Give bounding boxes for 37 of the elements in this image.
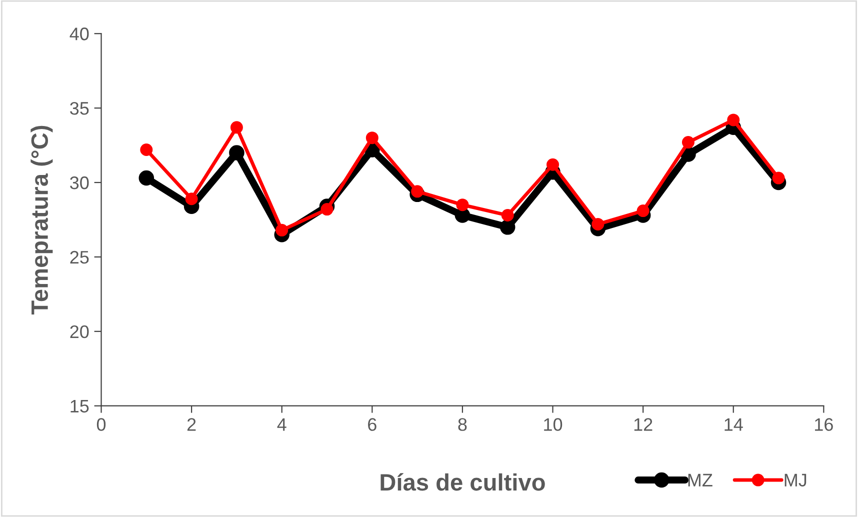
y-tick-label: 35 [70,102,89,115]
x-tick-label: 14 [724,418,743,431]
y-tick-label: 25 [70,250,89,264]
x-tick-label: 0 [96,418,106,431]
legend-label: MZ [688,474,712,486]
point [682,136,694,149]
y-axis-title: Temepratura (°C) [30,126,53,314]
x-axis-title: Días de cultivo [380,473,545,491]
point [320,203,334,216]
point [229,145,244,160]
point [500,220,516,235]
x-tick-label: 10 [544,418,562,431]
point [636,204,650,218]
legend-label: MJ [784,474,806,487]
x-tick-label: 2 [187,418,196,431]
point [230,121,243,134]
point [772,172,785,184]
point [185,192,198,206]
point [366,132,378,144]
point [546,158,560,171]
y-tick-label: 40 [70,28,89,40]
point [501,209,514,222]
point [140,143,153,156]
x-tick-label: 12 [634,418,652,431]
x-tick-label: 8 [458,418,467,431]
x-tick-label: 6 [368,418,376,431]
point [592,218,604,230]
point [727,114,740,126]
point [138,170,154,186]
y-tick-label: 30 [70,176,89,190]
y-tick-label: 15 [70,400,89,413]
x-tick-label: 4 [277,418,286,431]
y-tick-label: 20 [70,325,89,338]
point [411,185,424,198]
point [276,224,288,236]
point [456,198,469,212]
x-tick-label: 16 [815,418,833,431]
